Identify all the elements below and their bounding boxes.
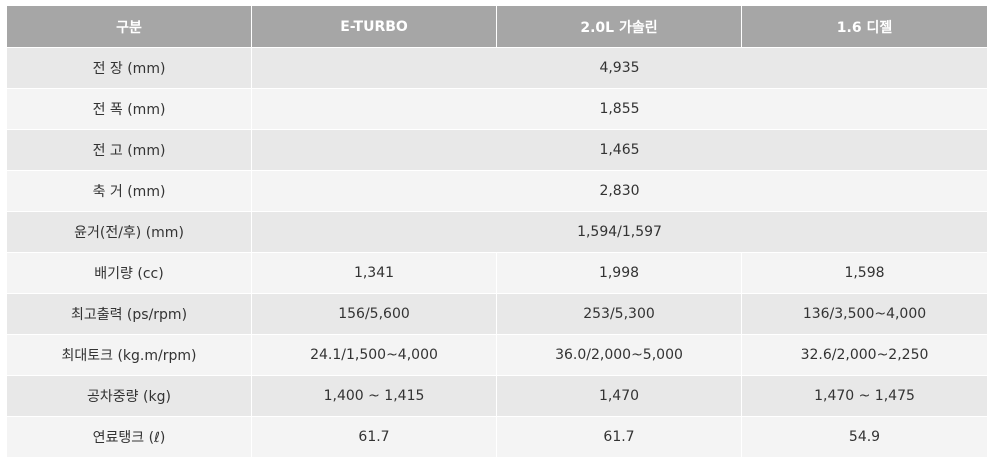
row-label: 최대토크 (kg.m/rpm) — [7, 334, 252, 375]
table-row: 축 거 (mm) 2,830 — [7, 170, 987, 211]
value-diesel: 136/3,500~4,000 — [742, 293, 987, 334]
row-label: 전 장 (mm) — [7, 47, 252, 88]
value-e-turbo: 1,341 — [252, 252, 497, 293]
table-row: 최고출력 (ps/rpm) 156/5,600 253/5,300 136/3,… — [7, 293, 987, 334]
table-row: 전 고 (mm) 1,465 — [7, 129, 987, 170]
row-label: 최고출력 (ps/rpm) — [7, 293, 252, 334]
value-diesel: 1,470 ~ 1,475 — [742, 375, 987, 416]
row-merged-value: 1,594/1,597 — [252, 211, 987, 252]
value-gasoline: 36.0/2,000~5,000 — [497, 334, 742, 375]
table-row: 최대토크 (kg.m/rpm) 24.1/1,500~4,000 36.0/2,… — [7, 334, 987, 375]
spec-table: 구분 E-TURBO 2.0L 가솔린 1.6 디젤 전 장 (mm) 4,93… — [7, 6, 987, 457]
row-label: 전 고 (mm) — [7, 129, 252, 170]
table-row: 전 장 (mm) 4,935 — [7, 47, 987, 88]
header-category: 구분 — [7, 6, 252, 47]
value-e-turbo: 156/5,600 — [252, 293, 497, 334]
row-merged-value: 4,935 — [252, 47, 987, 88]
value-gasoline: 1,998 — [497, 252, 742, 293]
value-diesel: 1,598 — [742, 252, 987, 293]
value-gasoline: 1,470 — [497, 375, 742, 416]
row-merged-value: 1,855 — [252, 88, 987, 129]
value-diesel: 32.6/2,000~2,250 — [742, 334, 987, 375]
table-row: 전 폭 (mm) 1,855 — [7, 88, 987, 129]
row-label: 배기량 (cc) — [7, 252, 252, 293]
header-row: 구분 E-TURBO 2.0L 가솔린 1.6 디젤 — [7, 6, 987, 47]
header-diesel: 1.6 디젤 — [742, 6, 987, 47]
row-label: 연료탱크 (ℓ) — [7, 416, 252, 457]
value-gasoline: 61.7 — [497, 416, 742, 457]
row-label: 윤거(전/후) (mm) — [7, 211, 252, 252]
value-gasoline: 253/5,300 — [497, 293, 742, 334]
value-diesel: 54.9 — [742, 416, 987, 457]
value-e-turbo: 61.7 — [252, 416, 497, 457]
header-gasoline: 2.0L 가솔린 — [497, 6, 742, 47]
table-row: 공차중량 (kg) 1,400 ~ 1,415 1,470 1,470 ~ 1,… — [7, 375, 987, 416]
header-e-turbo: E-TURBO — [252, 6, 497, 47]
row-merged-value: 2,830 — [252, 170, 987, 211]
row-label: 축 거 (mm) — [7, 170, 252, 211]
row-merged-value: 1,465 — [252, 129, 987, 170]
row-label: 공차중량 (kg) — [7, 375, 252, 416]
table-row: 배기량 (cc) 1,341 1,998 1,598 — [7, 252, 987, 293]
value-e-turbo: 24.1/1,500~4,000 — [252, 334, 497, 375]
row-label: 전 폭 (mm) — [7, 88, 252, 129]
table-row: 연료탱크 (ℓ) 61.7 61.7 54.9 — [7, 416, 987, 457]
value-e-turbo: 1,400 ~ 1,415 — [252, 375, 497, 416]
table-row: 윤거(전/후) (mm) 1,594/1,597 — [7, 211, 987, 252]
